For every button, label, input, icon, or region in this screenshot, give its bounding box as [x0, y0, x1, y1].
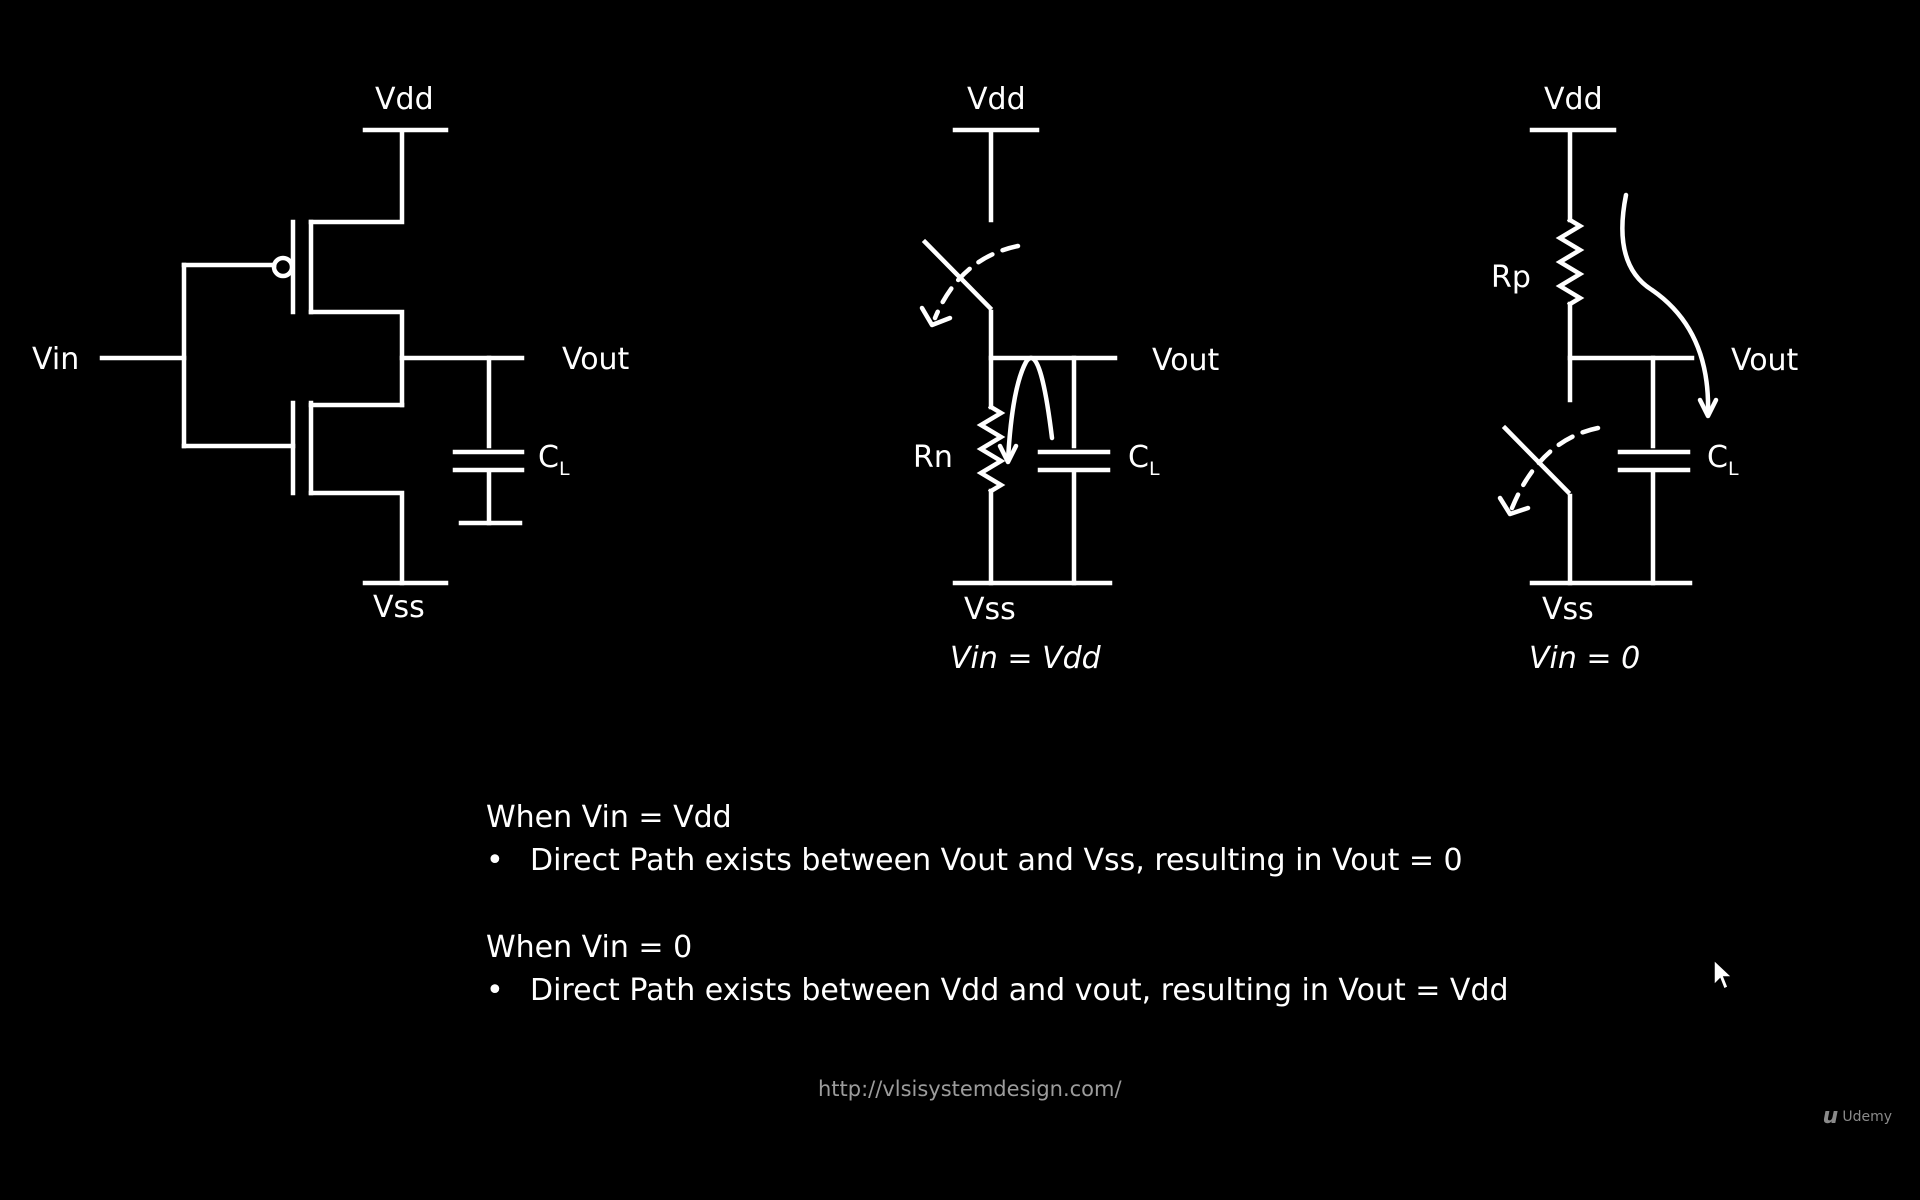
note-vin-vdd: When Vin = Vdd Direct Path exists betwee…: [486, 796, 1463, 882]
pmos-cap-label: CL: [1707, 440, 1739, 480]
rn-label: Rn: [913, 440, 953, 475]
cmos-vin-label: Vin: [32, 342, 79, 377]
brand-watermark: u Udemy: [1823, 1104, 1892, 1129]
pmos-vss-label: Vss: [1542, 592, 1594, 627]
cmos-vdd-label: Vdd: [375, 82, 434, 117]
cmos-cap-label: CL: [538, 440, 570, 480]
charge-arrowhead: [1697, 397, 1719, 419]
cmos-wires: [99, 127, 525, 586]
brand-name: Udemy: [1842, 1108, 1892, 1125]
charge-current-arrow: [1620, 192, 1711, 415]
switch-arrowhead-2: [1497, 495, 1531, 517]
cmos-vss-label: Vss: [373, 590, 425, 625]
udemy-logo-icon: u: [1822, 1104, 1839, 1129]
pmos-vout-label: Vout: [1731, 343, 1799, 378]
switch-arrowhead: [919, 305, 953, 328]
nmos-cap-label: CL: [1128, 440, 1160, 480]
nmos-vss-label: Vss: [964, 592, 1016, 627]
rp-label: Rp: [1491, 260, 1531, 295]
cmos-inverter-circuit: Vdd Vss Vin Vout CL: [32, 82, 630, 625]
pmos-vdd-label: Vdd: [1544, 82, 1603, 117]
pmos-on-wires: [1501, 127, 1695, 586]
note-heading: When Vin = Vdd: [486, 800, 732, 835]
nmos-on-circuit: Vdd Vss Vout Rn CL Vin = Vdd: [913, 82, 1220, 676]
nmos-vdd-label: Vdd: [967, 82, 1026, 117]
mouse-cursor-icon: [1713, 958, 1734, 991]
nmos-on-wires: [921, 127, 1118, 586]
discharge-arrowhead: [997, 443, 1019, 465]
condition-vin-vdd: Vin = Vdd: [950, 641, 1102, 676]
note-vin-0: When Vin = 0 Direct Path exists between …: [486, 926, 1509, 1012]
source-url: http://vlsisystemdesign.com/: [818, 1077, 1122, 1101]
pmos-bubble: [271, 255, 295, 279]
note-bullet: Direct Path exists between Vout and Vss,…: [486, 839, 1463, 882]
nmos-vout-label: Vout: [1152, 343, 1220, 378]
note-bullet: Direct Path exists between Vdd and vout,…: [486, 969, 1509, 1012]
note-heading: When Vin = 0: [486, 930, 693, 965]
switch-motion-arrow: [932, 243, 1021, 321]
pmos-on-circuit: Vdd Vss Vout Rp CL Vin = 0: [1491, 82, 1799, 676]
discharge-current-arrow: [1005, 355, 1055, 463]
cmos-vout-label: Vout: [562, 342, 630, 377]
condition-vin-0: Vin = 0: [1529, 641, 1640, 676]
switch-motion-arrow-2: [1509, 425, 1601, 511]
